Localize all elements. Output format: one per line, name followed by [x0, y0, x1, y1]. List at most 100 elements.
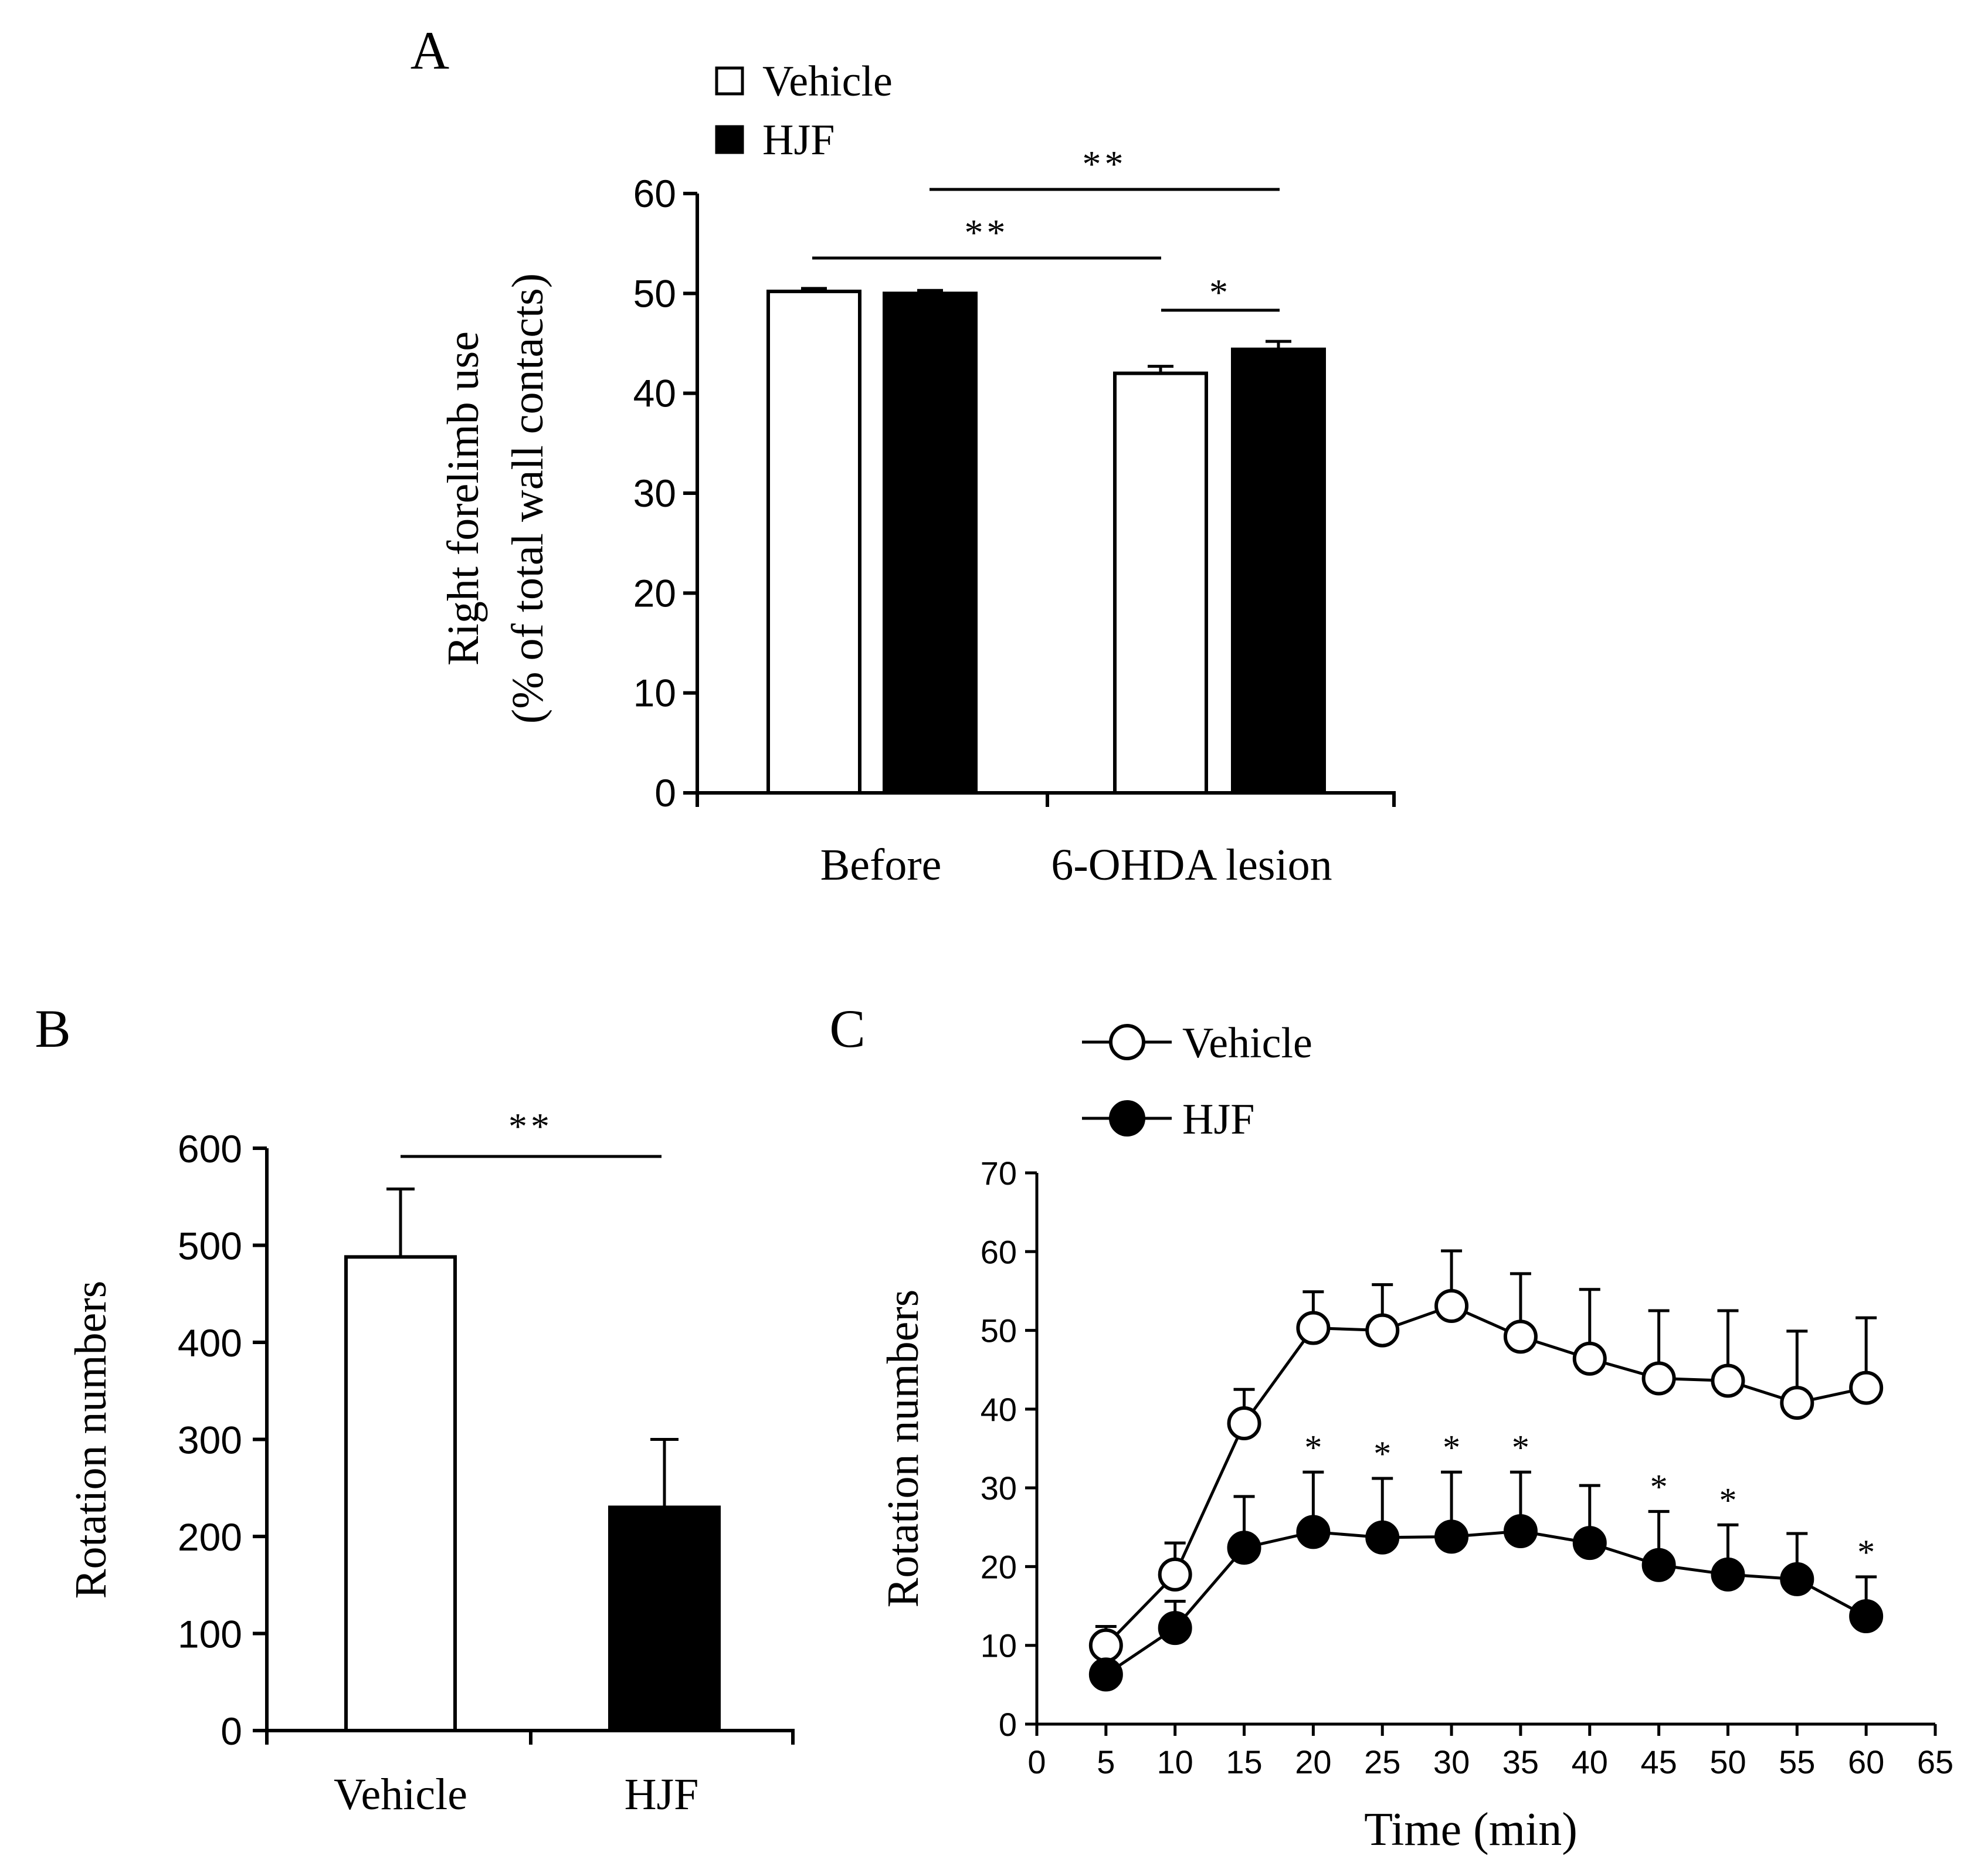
point-c-vehicle-60	[1849, 1370, 1884, 1405]
point-c-hjf-15	[1227, 1531, 1261, 1565]
significance-label-c-0: *	[1304, 1428, 1322, 1467]
y-tick-label-c-6: 60	[981, 1233, 1017, 1270]
legend-a-label-1: HJF	[762, 116, 835, 164]
y-tick-label-a-0: 0	[654, 771, 676, 815]
legend-c-label-0: Vehicle	[1182, 1019, 1312, 1067]
point-c-hjf-20	[1296, 1515, 1331, 1549]
x-tick-label-c-3: 15	[1226, 1743, 1262, 1780]
point-c-vehicle-45	[1641, 1361, 1676, 1396]
significance-label-a-1: **	[1083, 143, 1127, 185]
legend-c-marker-1	[1109, 1100, 1145, 1137]
bar-b-vehicle	[344, 1255, 457, 1733]
y-tick-label-c-4: 40	[981, 1391, 1017, 1428]
bar-a-vehicle-1	[1113, 371, 1208, 795]
y-axis-title-c: Rotation numbers	[878, 1290, 928, 1608]
point-c-vehicle-30	[1434, 1288, 1469, 1323]
x-tick-label-c-11: 55	[1779, 1743, 1815, 1780]
point-c-vehicle-20	[1296, 1311, 1331, 1345]
x-tick-label-c-2: 10	[1157, 1743, 1193, 1780]
y-axis-title-a-line2: (% of total wall contacts)	[503, 273, 552, 724]
y-tick-label-a-1: 10	[633, 671, 676, 715]
x-tick-label-c-8: 40	[1572, 1743, 1608, 1780]
y-tick-label-a-4: 40	[633, 372, 676, 415]
x-tick-label-c-7: 35	[1502, 1743, 1539, 1780]
y-tick-label-a-3: 30	[633, 471, 676, 515]
significance-label-c-4: *	[1650, 1467, 1668, 1506]
y-tick-label-c-7: 70	[981, 1155, 1017, 1192]
bar-a-hjf-0	[883, 291, 978, 795]
significance-label-c-3: *	[1512, 1428, 1529, 1467]
point-c-vehicle-55	[1780, 1386, 1814, 1420]
point-c-vehicle-25	[1365, 1313, 1400, 1348]
x-category-label-a-1: 6-OHDA lesion	[1051, 840, 1332, 890]
bar-b-hjf	[608, 1505, 721, 1733]
y-tick-label-b-2: 200	[178, 1515, 242, 1559]
x-category-label-b-0: Vehicle	[334, 1770, 467, 1819]
y-tick-label-c-3: 30	[981, 1470, 1017, 1507]
significance-label-a-2: *	[1209, 272, 1232, 313]
significance-label-c-6: *	[1857, 1533, 1875, 1572]
y-tick-label-b-5: 500	[178, 1224, 242, 1268]
y-tick-label-c-5: 50	[981, 1312, 1017, 1349]
significance-label-c-2: *	[1443, 1428, 1460, 1467]
x-tick-label-c-12: 60	[1848, 1743, 1884, 1780]
point-c-hjf-10	[1158, 1611, 1192, 1646]
x-tick-label-c-4: 20	[1295, 1743, 1331, 1780]
panel-label-a: A	[411, 21, 449, 80]
y-tick-label-c-1: 10	[981, 1627, 1017, 1664]
x-tick-label-c-1: 5	[1097, 1743, 1115, 1780]
y-tick-label-c-0: 0	[999, 1706, 1017, 1743]
legend-a-swatch-1	[715, 125, 744, 154]
x-tick-label-c-5: 25	[1364, 1743, 1400, 1780]
legend-a-swatch-0	[715, 66, 744, 96]
y-tick-label-a-2: 20	[633, 571, 676, 615]
x-tick-label-c-9: 45	[1640, 1743, 1677, 1780]
y-axis-title-b: Rotation numbers	[66, 1281, 116, 1599]
point-c-hjf-60	[1849, 1599, 1884, 1634]
bar-a-hjf-1	[1231, 347, 1326, 795]
point-c-hjf-5	[1088, 1657, 1123, 1692]
x-tick-label-c-13: 65	[1917, 1743, 1953, 1780]
point-c-hjf-25	[1365, 1520, 1400, 1555]
y-tick-label-a-6: 60	[633, 172, 676, 215]
point-c-hjf-30	[1434, 1519, 1469, 1554]
point-c-hjf-55	[1780, 1562, 1814, 1596]
y-tick-label-b-3: 300	[178, 1419, 242, 1462]
y-tick-label-a-5: 50	[633, 272, 676, 315]
point-c-hjf-50	[1711, 1557, 1745, 1592]
x-category-label-a-0: Before	[820, 840, 942, 890]
bar-a-vehicle-0	[766, 289, 861, 795]
point-c-vehicle-10	[1158, 1557, 1192, 1592]
x-tick-label-c-10: 50	[1709, 1743, 1746, 1780]
point-c-vehicle-35	[1503, 1319, 1538, 1354]
x-tick-label-c-6: 30	[1433, 1743, 1470, 1780]
panel-label-c: C	[829, 999, 865, 1059]
point-c-vehicle-50	[1711, 1363, 1745, 1398]
y-tick-label-b-6: 600	[178, 1127, 242, 1171]
point-c-hjf-35	[1503, 1514, 1538, 1548]
significance-label-c-5: *	[1719, 1481, 1736, 1519]
legend-c-marker-0	[1109, 1024, 1145, 1060]
y-tick-label-b-0: 0	[221, 1709, 242, 1753]
point-c-vehicle-40	[1572, 1341, 1607, 1376]
point-c-vehicle-15	[1227, 1406, 1261, 1441]
y-tick-label-c-2: 20	[981, 1548, 1017, 1585]
y-tick-label-b-1: 100	[178, 1613, 242, 1656]
significance-label-a-0: **	[965, 212, 1009, 253]
legend-c-label-1: HJF	[1182, 1095, 1254, 1144]
point-c-vehicle-5	[1088, 1628, 1123, 1663]
legend-a-label-0: Vehicle	[762, 57, 893, 106]
x-axis-title-c: Time (min)	[1364, 1804, 1578, 1855]
y-tick-label-b-4: 400	[178, 1321, 242, 1365]
x-category-label-b-1: HJF	[625, 1770, 699, 1819]
point-c-hjf-45	[1641, 1548, 1676, 1582]
x-tick-label-c-0: 0	[1027, 1743, 1046, 1780]
point-c-hjf-40	[1572, 1526, 1607, 1560]
significance-label-b-0: **	[508, 1105, 553, 1147]
significance-label-c-1: *	[1373, 1434, 1391, 1473]
panel-label-b: B	[35, 999, 70, 1059]
y-axis-title-a: Right forelimb use	[439, 331, 488, 666]
